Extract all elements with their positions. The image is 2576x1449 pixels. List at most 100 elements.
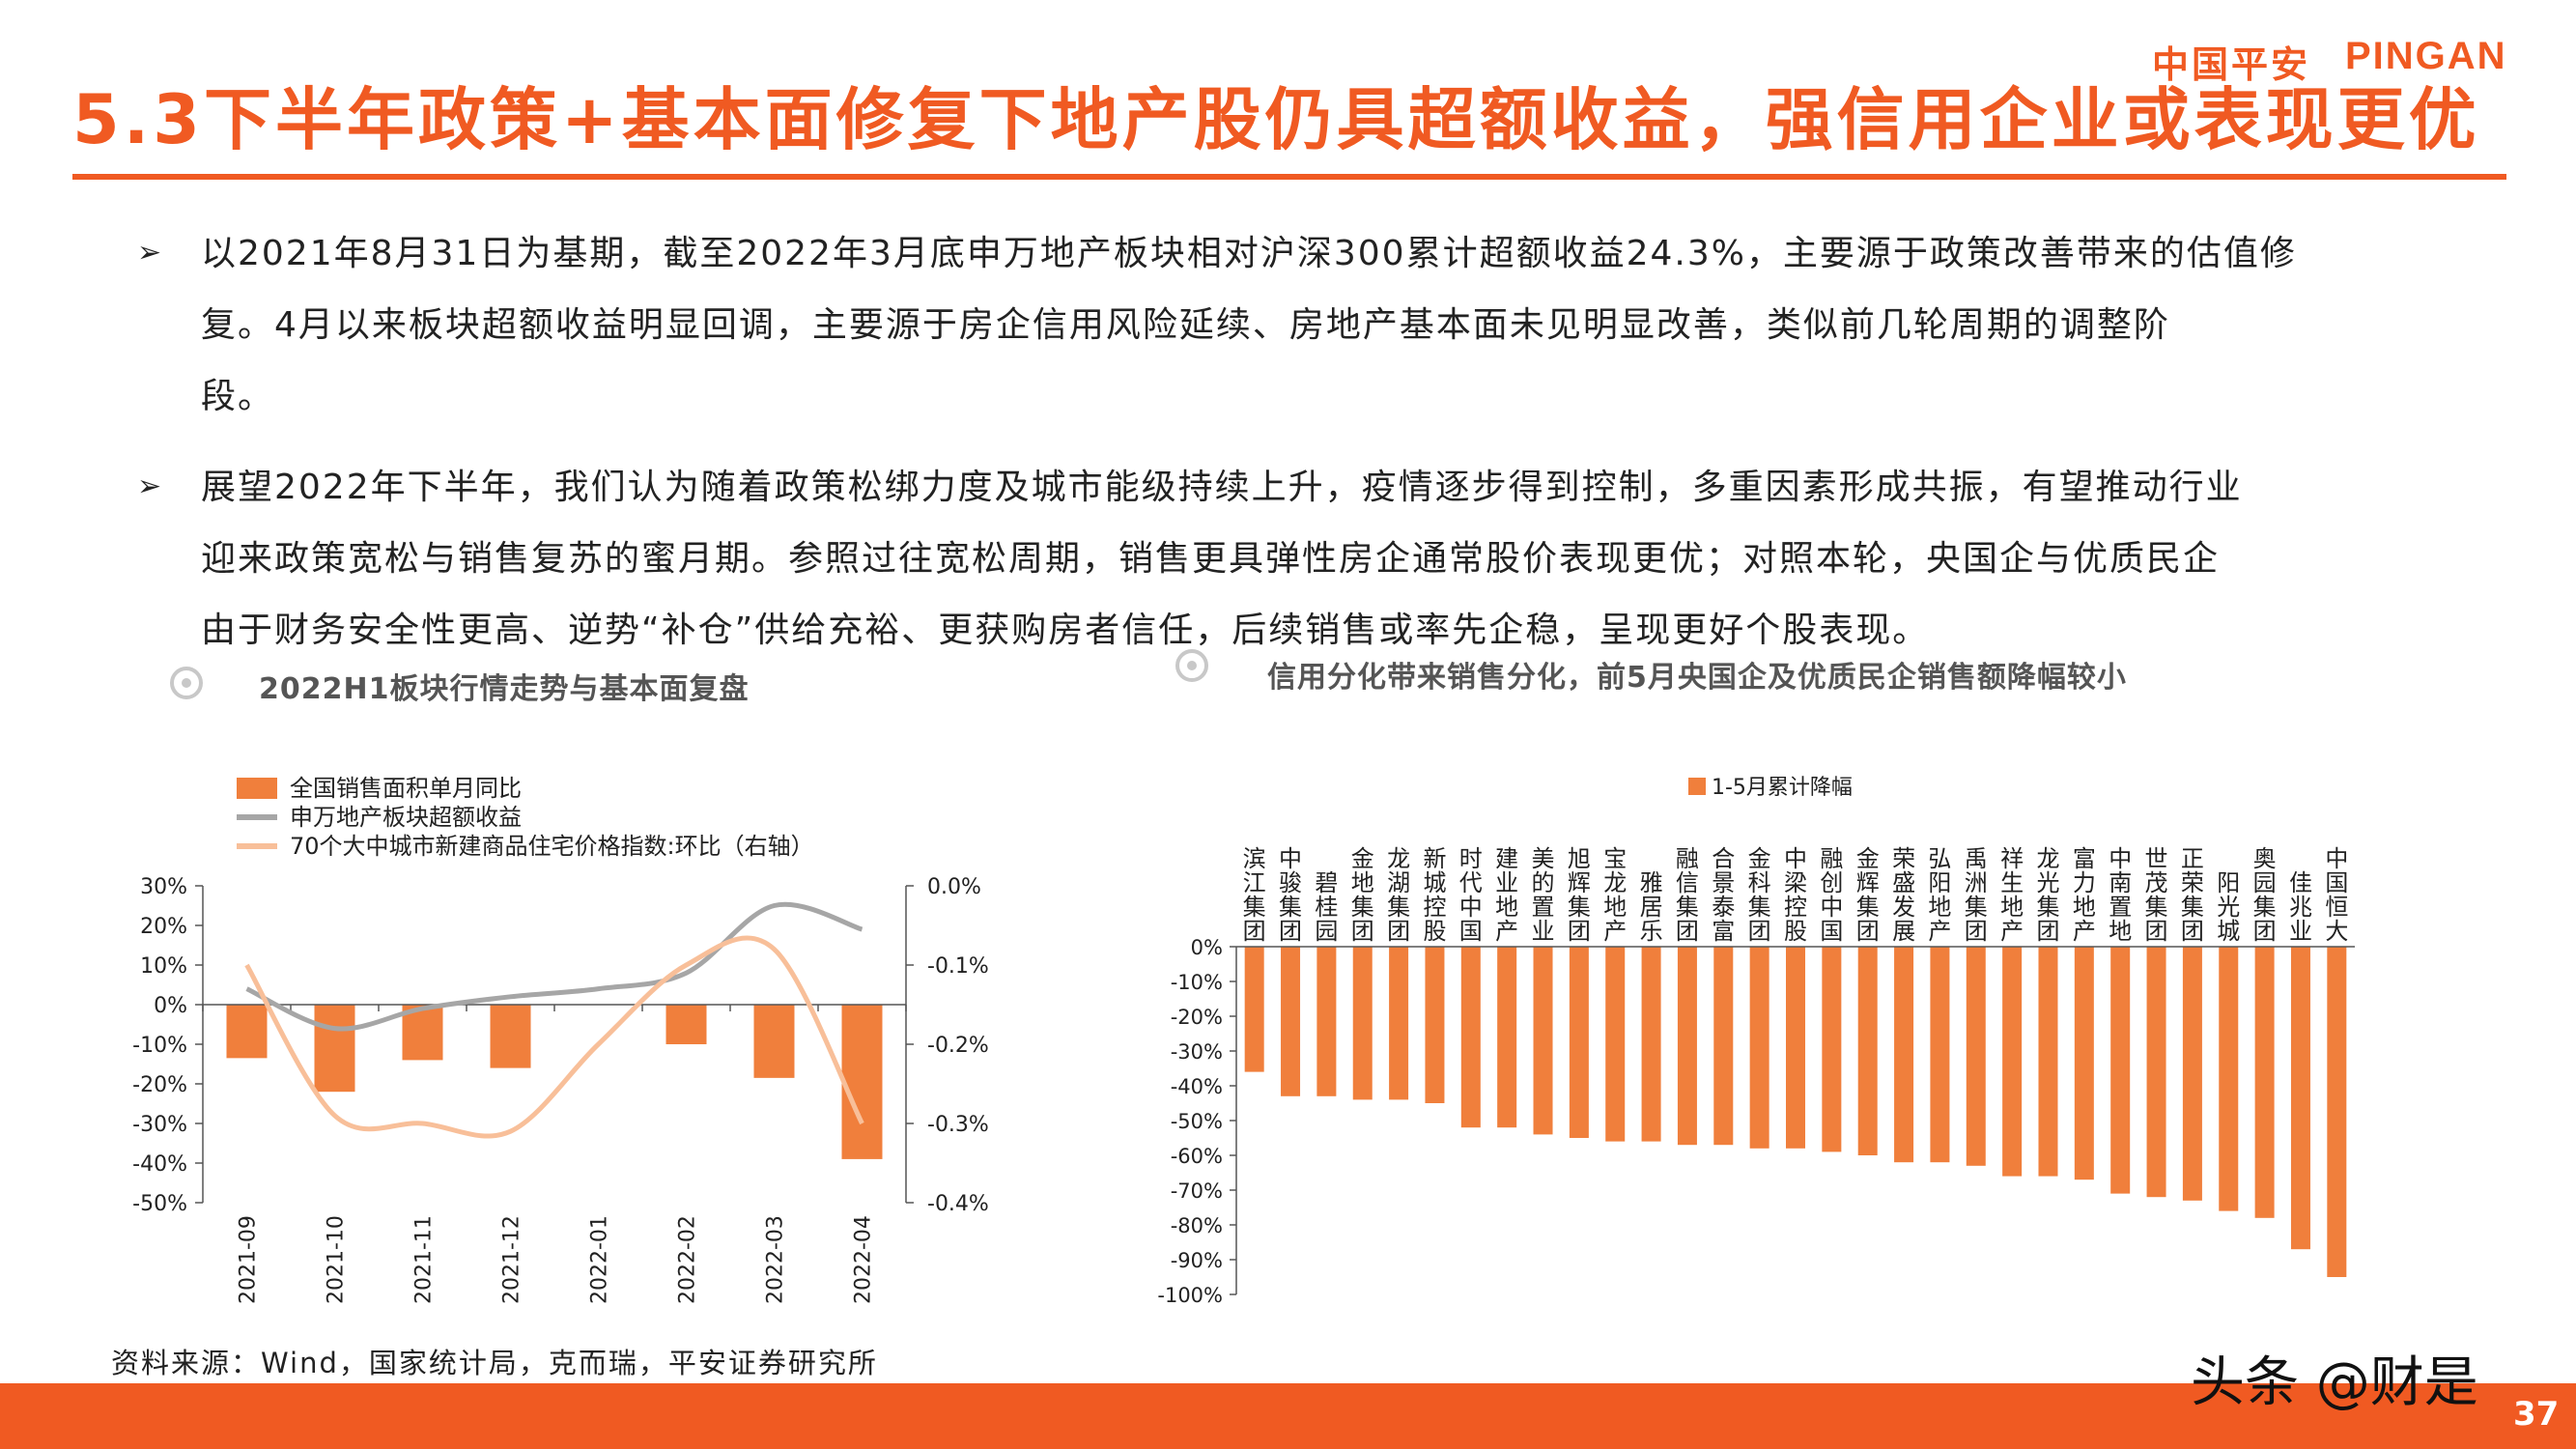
x-tick-label: 时代中国 — [1459, 845, 1483, 945]
bar-company-decline — [1460, 947, 1481, 1128]
x-tick-label: 宝龙地产 — [1603, 845, 1627, 945]
right-section-title: 信用分化带来销售分化，前5月央国企及优质民企销售额降幅较小 — [1267, 661, 2127, 695]
footer-bar — [0, 1383, 2576, 1449]
legend-label: 全国销售面积单月同比 — [290, 775, 522, 802]
source-note: 资料来源：Wind，国家统计局，克而瑞，平安证券研究所 — [111, 1347, 878, 1379]
right-bar-chart: 1-5月累计降幅 0% -10% -20% -30% -40% -50% -60% -70% -… — [1157, 776, 2355, 1307]
x-tick-label: 金辉集团 — [1856, 845, 1880, 945]
left-combo-chart: 全国销售面积单月同比 申万地产板块超额收益 70个大中城市新建商品住宅价格指数:… — [132, 775, 989, 1304]
x-tick-label: 雅居乐 — [1640, 869, 1663, 945]
page-number: 37 — [2513, 1395, 2560, 1434]
right-tick-label: 0.0% — [927, 875, 981, 899]
bar-company-decline — [1930, 947, 1950, 1163]
bar-company-decline — [2290, 947, 2310, 1250]
bar-company-decline — [1677, 947, 1697, 1146]
bar-sales-yoy — [314, 1005, 355, 1093]
section-bullet-icon — [170, 667, 203, 699]
x-tick-label: 建业地产 — [1495, 845, 1518, 945]
paragraph-2: 展望2022年下半年，我们认为随着政策松绑力度及城市能级持续上升，疫情逐步得到控… — [201, 452, 2461, 667]
bar-company-decline — [2327, 947, 2347, 1277]
x-tick-label: 2022-04 — [852, 1215, 876, 1304]
bar-company-decline — [2074, 947, 2094, 1180]
legend-swatch-bar — [237, 778, 277, 799]
x-tick-label: 中南置地 — [2109, 845, 2132, 945]
x-tick-label: 世茂集团 — [2145, 845, 2168, 945]
bar-sales-yoy — [841, 1005, 883, 1159]
bar-company-decline — [1316, 947, 1337, 1096]
bar-sales-yoy — [226, 1005, 268, 1059]
x-tick-label: 美的置业 — [1532, 845, 1555, 945]
y-tick-label: -50% — [1171, 1110, 1223, 1133]
x-tick-label: 金地集团 — [1351, 845, 1374, 945]
x-tick-label: 融创中国 — [1820, 845, 1843, 945]
x-tick-label: 金科集团 — [1748, 845, 1771, 945]
x-tick-label: 2022-01 — [588, 1215, 612, 1304]
x-tick-label: 富力地产 — [2073, 845, 2096, 945]
left-tick-label: 0% — [154, 994, 187, 1018]
y-tick-label: -20% — [1171, 1006, 1223, 1029]
right-tick-label: -0.4% — [927, 1192, 989, 1216]
bar-company-decline — [1605, 947, 1626, 1142]
x-tick-label: 荣盛发展 — [1892, 845, 1915, 945]
bar-company-decline — [1244, 947, 1264, 1072]
section-bullet-icon — [1175, 649, 1208, 682]
watermark: 头条 @财是 — [2191, 1351, 2478, 1414]
paragraph-line: 展望2022年下半年，我们认为随着政策松绑力度及城市能级持续上升，疫情逐步得到控… — [201, 468, 2243, 507]
paragraph-line: 由于财务安全性更高、逆势“补仓”供给充裕、更获购房者信任，后续销售或率先企稳，呈… — [201, 611, 1930, 650]
line-excess-return — [245, 901, 863, 1032]
x-tick-label: 龙湖集团 — [1387, 845, 1410, 945]
x-tick-label: 旭辉集团 — [1568, 845, 1591, 945]
bar-company-decline — [2002, 947, 2023, 1177]
y-tick-label: -90% — [1171, 1249, 1223, 1272]
bar-company-decline — [2038, 947, 2058, 1177]
bar-sales-yoy — [490, 1005, 531, 1068]
paragraph-1: 以2021年8月31日为基期，截至2022年3月底申万地产板块相对沪深300累计… — [201, 218, 2461, 433]
bar-company-decline — [1713, 947, 1734, 1146]
x-tick-label: 2021-11 — [412, 1215, 437, 1304]
x-tick-label: 龙光集团 — [2036, 845, 2059, 945]
left-tick-label: -30% — [132, 1113, 187, 1137]
page-title: 5.3下半年政策+基本面修复下地产股仍具超额收益，强信用企业或表现更优 — [72, 80, 2480, 159]
x-tick-label: 正荣集团 — [2181, 845, 2204, 945]
right-tick-label: -0.2% — [927, 1034, 989, 1058]
x-tick-label: 中骏集团 — [1279, 845, 1302, 945]
x-tick-label: 合景泰富 — [1712, 845, 1735, 945]
bar-company-decline — [1352, 947, 1373, 1100]
x-tick-label: 奥园集团 — [2253, 845, 2277, 945]
y-tick-label: -30% — [1171, 1040, 1223, 1064]
x-tick-label: 阳光城 — [2217, 869, 2240, 945]
left-tick-label: -50% — [132, 1192, 187, 1216]
x-tick-label: 禹洲集团 — [1965, 845, 1988, 945]
bar-company-decline — [2110, 947, 2131, 1194]
y-tick-label: -70% — [1171, 1179, 1223, 1203]
x-tick-label: 佳兆业 — [2289, 869, 2312, 945]
x-tick-label: 碧桂园 — [1315, 869, 1338, 945]
left-tick-label: -20% — [132, 1073, 187, 1097]
bar-company-decline — [1966, 947, 1986, 1166]
left-tick-label: -10% — [132, 1034, 187, 1058]
x-tick-label: 中国恒大 — [2325, 845, 2348, 945]
x-tick-label: 中梁控股 — [1784, 845, 1807, 945]
left-tick-label: -40% — [132, 1152, 187, 1177]
y-tick-label: 0% — [1191, 936, 1223, 959]
title-divider — [72, 174, 2506, 180]
legend-label: 申万地产板块超额收益 — [290, 804, 522, 831]
y-tick-label: -10% — [1171, 971, 1223, 994]
pingan-logo-en: PINGAN — [2345, 35, 2507, 77]
legend-swatch-bar — [1688, 778, 1706, 795]
x-tick-label: 2022-02 — [676, 1215, 700, 1304]
left-tick-label: 30% — [140, 875, 187, 899]
x-tick-label: 2021-09 — [237, 1215, 261, 1304]
left-tick-label: 20% — [140, 915, 187, 939]
bar-company-decline — [1281, 947, 1301, 1096]
paragraph-line: 迎来政策宽松与销售复苏的蜜月期。参照过往宽松周期，销售更具弹性房企通常股价表现更… — [201, 539, 2221, 579]
left-tick-label: 10% — [140, 954, 187, 979]
right-tick-label: -0.3% — [927, 1113, 989, 1137]
x-tick-label: 2021-12 — [500, 1215, 524, 1304]
bar-company-decline — [1822, 947, 1842, 1152]
bar-company-decline — [1894, 947, 1914, 1163]
bullet-arrow-icon: ➢ — [137, 469, 162, 503]
bar-company-decline — [1389, 947, 1409, 1100]
bar-company-decline — [1857, 947, 1878, 1155]
bar-company-decline — [1749, 947, 1769, 1149]
